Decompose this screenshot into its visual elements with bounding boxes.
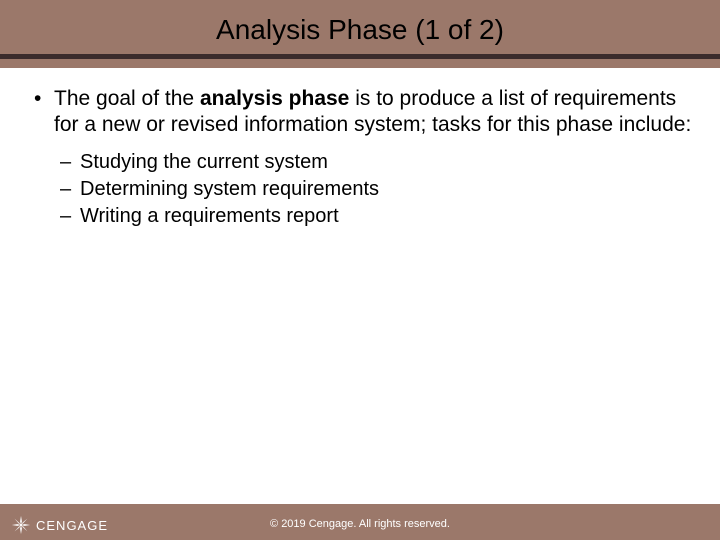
copyright-text: © 2019 Cengage. All rights reserved. (0, 518, 720, 530)
sub-bullet-text: Determining system requirements (80, 176, 692, 203)
dash-icon: – (60, 149, 80, 176)
content-area: • The goal of the analysis phase is to p… (32, 86, 692, 230)
sub-bullet: – Studying the current system (60, 149, 692, 176)
sub-bullet: – Writing a requirements report (60, 203, 692, 230)
title-underline (0, 54, 720, 59)
slide: Analysis Phase (1 of 2) • The goal of th… (0, 0, 720, 540)
footer-band: CENGAGE © 2019 Cengage. All rights reser… (0, 504, 720, 540)
bullet-dot: • (32, 86, 54, 112)
sub-bullet: – Determining system requirements (60, 176, 692, 203)
bullet1-bold: analysis phase (200, 87, 349, 110)
bullet-level1: • The goal of the analysis phase is to p… (32, 86, 692, 139)
sub-bullet-text: Writing a requirements report (80, 203, 692, 230)
bullet-text: The goal of the analysis phase is to pro… (54, 86, 692, 139)
dash-icon: – (60, 203, 80, 230)
dash-icon: – (60, 176, 80, 203)
slide-title: Analysis Phase (1 of 2) (0, 14, 720, 46)
sub-bullet-text: Studying the current system (80, 149, 692, 176)
bullet1-pre: The goal of the (54, 87, 200, 110)
